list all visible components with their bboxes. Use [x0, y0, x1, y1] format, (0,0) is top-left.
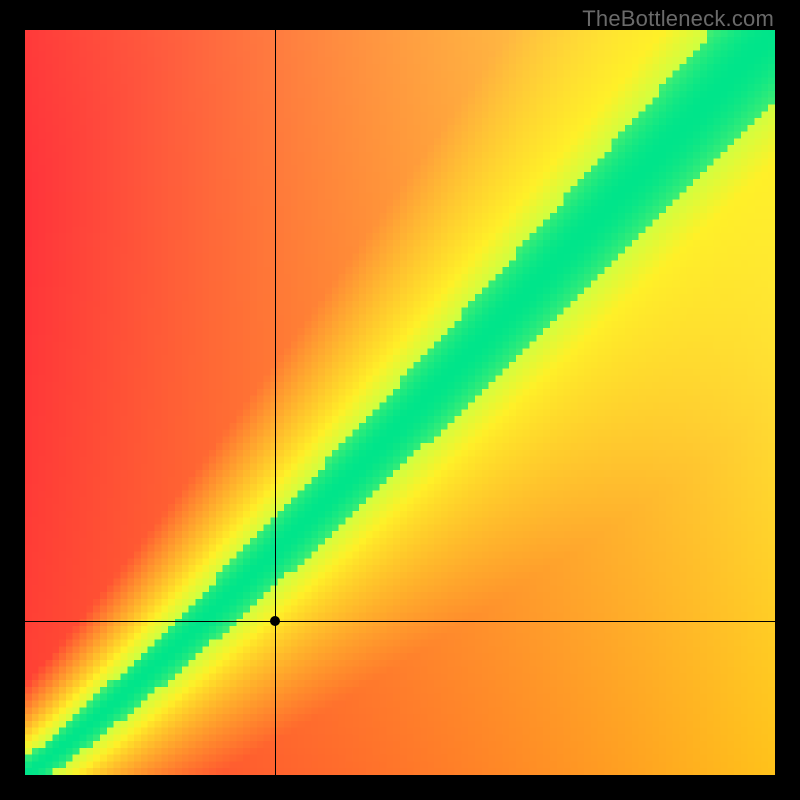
- plot-area: [25, 30, 775, 775]
- watermark-text: TheBottleneck.com: [582, 6, 774, 32]
- crosshair-marker: [270, 616, 280, 626]
- crosshair-vertical: [275, 30, 276, 775]
- crosshair-horizontal: [25, 621, 775, 622]
- heatmap-canvas: [25, 30, 775, 775]
